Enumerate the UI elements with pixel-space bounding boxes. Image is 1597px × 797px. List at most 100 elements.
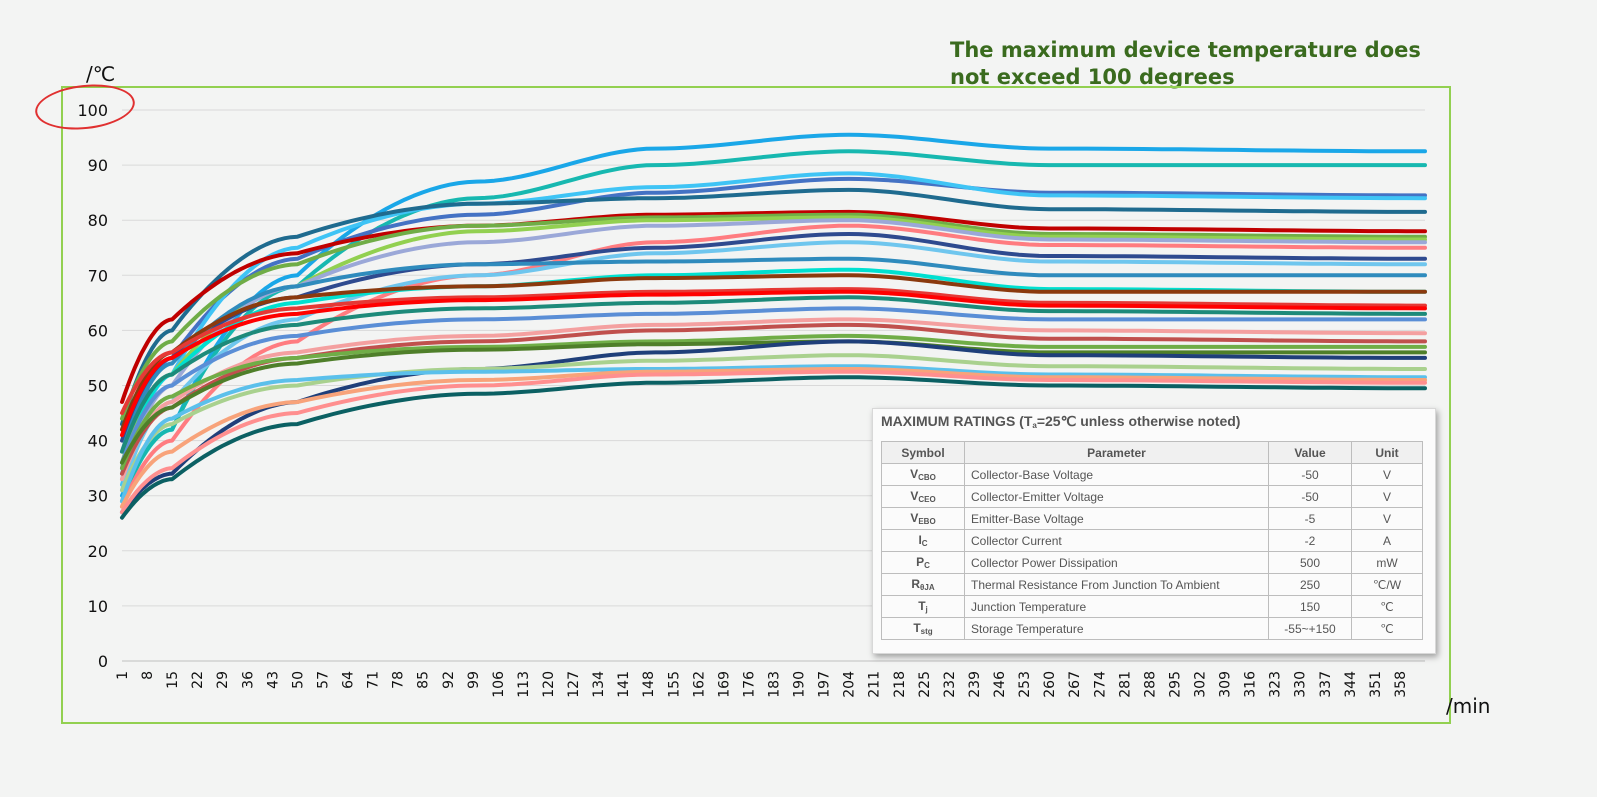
header-value: Value bbox=[1268, 441, 1352, 464]
x-tick-label: 155 bbox=[666, 671, 682, 698]
parameter-cell: Collector-Emitter Voltage bbox=[964, 485, 1269, 508]
table-row: Tstg Storage Temperature -55~+150 ℃ bbox=[881, 617, 1423, 640]
x-tick-label: 36 bbox=[240, 671, 256, 689]
header-unit: Unit bbox=[1351, 441, 1423, 464]
y-tick-label: 40 bbox=[88, 432, 108, 451]
series-line bbox=[120, 306, 1427, 465]
value-cell: -5 bbox=[1268, 507, 1352, 530]
x-tick-label: 358 bbox=[1393, 671, 1409, 698]
header-symbol: Symbol bbox=[881, 441, 965, 464]
unit-cell: V bbox=[1351, 463, 1423, 486]
table-row: Tj Junction Temperature 150 ℃ bbox=[881, 595, 1423, 618]
x-tick-label: 274 bbox=[1092, 671, 1108, 698]
x-tick-label: 316 bbox=[1243, 671, 1259, 698]
x-tick-label: 85 bbox=[416, 671, 432, 689]
table-row: VCEO Collector-Emitter Voltage -50 V bbox=[881, 485, 1423, 508]
unit-cell: V bbox=[1351, 485, 1423, 508]
y-axis-ticks: 0 10 20 30 40 50 60 70 80 90 100 bbox=[77, 101, 108, 671]
x-tick-label: 211 bbox=[867, 671, 883, 698]
series-line bbox=[120, 339, 1427, 465]
x-tick-label: 337 bbox=[1318, 671, 1334, 698]
parameter-cell: Collector-Base Voltage bbox=[964, 463, 1269, 486]
series-line bbox=[120, 367, 1427, 509]
x-tick-label: 232 bbox=[942, 671, 958, 698]
unit-cell: mW bbox=[1351, 551, 1423, 574]
table-row: RθJA Thermal Resistance From Junction To … bbox=[881, 573, 1423, 596]
ratings-header-row: Symbol Parameter Value Unit bbox=[881, 441, 1423, 464]
x-tick-label: 253 bbox=[1017, 671, 1033, 698]
x-tick-label: 260 bbox=[1042, 671, 1058, 698]
x-axis-ticks: 1 8 15 22 29 36 43 50 57 64 71 78 85 92 99 106 113 120 127… bbox=[115, 671, 1409, 698]
x-tick-label: 78 bbox=[391, 671, 407, 689]
x-tick-label: 344 bbox=[1343, 671, 1359, 698]
y-tick-label: 90 bbox=[88, 156, 108, 175]
x-tick-label: 127 bbox=[566, 671, 582, 698]
series-line bbox=[120, 287, 1427, 415]
x-tick-label: 106 bbox=[491, 671, 507, 698]
unit-cell: A bbox=[1351, 529, 1423, 552]
series-line bbox=[120, 212, 1427, 421]
y-tick-label: 10 bbox=[88, 597, 108, 616]
y-axis-label: /℃ bbox=[86, 62, 116, 86]
parameter-cell: Collector Power Dissipation bbox=[964, 551, 1269, 574]
symbol-cell: Tj bbox=[881, 595, 965, 618]
symbol-cell: VEBO bbox=[881, 507, 965, 530]
unit-cell: ℃ bbox=[1351, 595, 1423, 618]
parameter-cell: Thermal Resistance From Junction To Ambi… bbox=[964, 573, 1269, 596]
symbol-cell: VCEO bbox=[881, 485, 965, 508]
value-cell: 150 bbox=[1268, 595, 1352, 618]
x-tick-label: 288 bbox=[1142, 671, 1158, 698]
x-tick-label: 225 bbox=[917, 671, 933, 698]
x-tick-label: 99 bbox=[466, 671, 482, 689]
x-axis-label: /min bbox=[1446, 694, 1491, 718]
series-line bbox=[120, 273, 1427, 432]
x-tick-label: 176 bbox=[741, 671, 757, 698]
x-tick-label: 295 bbox=[1167, 671, 1183, 698]
x-tick-label: 183 bbox=[767, 671, 783, 698]
unit-cell: ℃/W bbox=[1351, 573, 1423, 596]
parameter-cell: Emitter-Base Voltage bbox=[964, 507, 1269, 530]
x-tick-label: 50 bbox=[290, 671, 306, 689]
x-tick-label: 1 bbox=[115, 671, 131, 680]
series-line bbox=[120, 176, 1427, 471]
x-tick-label: 162 bbox=[691, 671, 707, 698]
x-tick-label: 120 bbox=[541, 671, 557, 698]
y-tick-label: 60 bbox=[88, 321, 108, 340]
y-tick-label: 30 bbox=[88, 487, 108, 506]
x-tick-label: 57 bbox=[315, 671, 331, 689]
x-tick-label: 351 bbox=[1368, 671, 1384, 698]
x-tick-label: 330 bbox=[1293, 671, 1309, 698]
x-tick-label: 141 bbox=[616, 671, 632, 698]
x-tick-label: 134 bbox=[591, 671, 607, 698]
series-line bbox=[120, 317, 1427, 482]
y-tick-label: 0 bbox=[98, 652, 108, 671]
series-line bbox=[120, 289, 1427, 438]
series-line bbox=[120, 215, 1427, 465]
value-cell: 500 bbox=[1268, 551, 1352, 574]
series-line bbox=[120, 295, 1427, 454]
x-tick-label: 239 bbox=[967, 671, 983, 698]
x-tick-label: 218 bbox=[892, 671, 908, 698]
value-cell: -50 bbox=[1268, 485, 1352, 508]
symbol-cell: PC bbox=[881, 551, 965, 574]
x-tick-label: 29 bbox=[215, 671, 231, 689]
x-tick-label: 281 bbox=[1117, 671, 1133, 698]
table-row: PC Collector Power Dissipation 500 mW bbox=[881, 551, 1423, 574]
y-tick-label: 50 bbox=[88, 377, 108, 396]
x-tick-label: 204 bbox=[842, 671, 858, 698]
table-row: IC Collector Current -2 A bbox=[881, 529, 1423, 552]
x-tick-label: 71 bbox=[366, 671, 382, 689]
series-line bbox=[120, 353, 1427, 493]
series-line bbox=[120, 333, 1427, 471]
table-row: VCBO Collector-Base Voltage -50 V bbox=[881, 463, 1423, 486]
x-tick-label: 197 bbox=[817, 671, 833, 698]
series-line bbox=[120, 218, 1427, 482]
chart-frame bbox=[61, 86, 1451, 724]
x-tick-label: 64 bbox=[341, 671, 357, 689]
series-lines bbox=[120, 132, 1427, 520]
x-tick-label: 92 bbox=[441, 671, 457, 689]
x-tick-label: 246 bbox=[992, 671, 1008, 698]
x-tick-label: 267 bbox=[1067, 671, 1083, 698]
x-tick-label: 22 bbox=[190, 671, 206, 689]
